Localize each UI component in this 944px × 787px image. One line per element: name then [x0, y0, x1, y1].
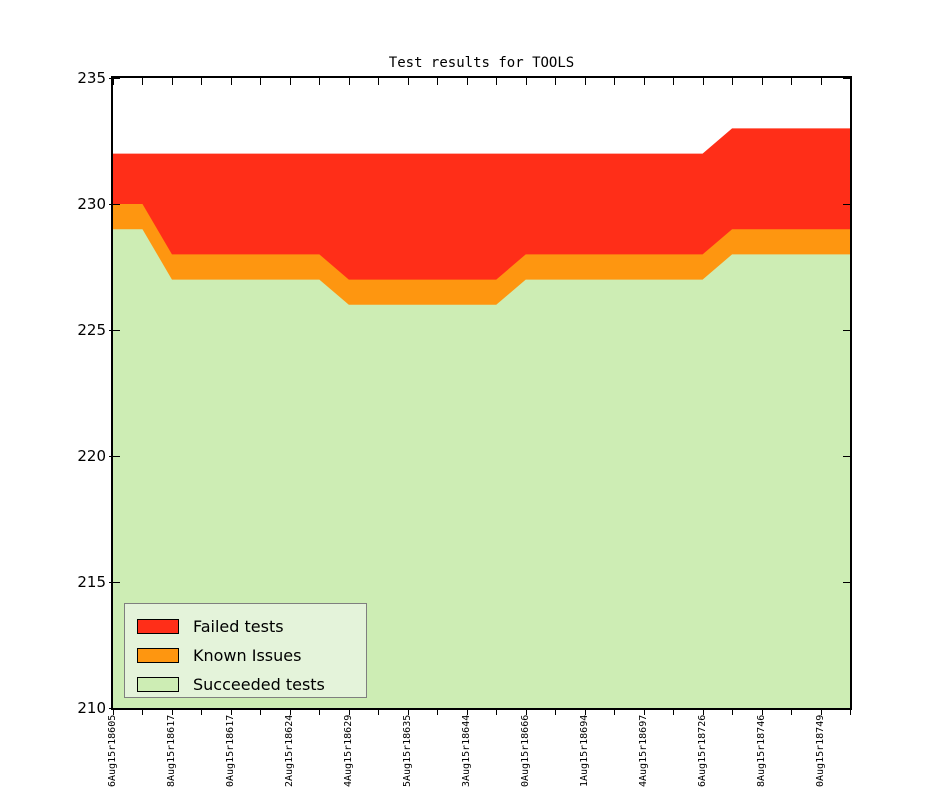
y-tick-label: 210 [77, 699, 106, 717]
x-tick-mark-top [437, 78, 438, 85]
y-tick-mark-right [843, 708, 850, 709]
x-tick-label: 6Aug15r18605 [107, 714, 118, 787]
succeeded-tests-area [113, 229, 850, 708]
x-tick-mark-top [614, 78, 615, 85]
legend-item-label: Succeeded tests [193, 674, 325, 694]
x-tick-mark-top [231, 78, 232, 85]
y-tick-mark-right [843, 78, 850, 79]
x-tick-label: 2Aug15r18624 [283, 714, 295, 787]
y-tick-mark-right [843, 204, 850, 205]
x-tick-mark-top [821, 78, 822, 85]
x-tick-mark-top [644, 78, 645, 85]
green-swatch-icon [137, 676, 179, 692]
x-tick-mark-top [850, 78, 851, 85]
x-tick-mark [201, 708, 202, 715]
legend-item: Known Issues [137, 642, 366, 668]
x-tick-mark [496, 708, 497, 715]
legend: Failed tests Known Issues Succeeded tests [124, 603, 367, 698]
y-tick-mark-right [843, 456, 850, 457]
x-tick-mark-top [467, 78, 468, 85]
x-tick-mark [467, 708, 468, 715]
y-tick-label: 215 [77, 573, 106, 591]
y-tick-label: 230 [77, 195, 106, 213]
x-tick-mark [644, 708, 645, 715]
x-tick-mark-top [172, 78, 173, 85]
x-tick-label: 8Aug15r18746 [755, 714, 767, 787]
x-tick-mark-top [732, 78, 733, 85]
x-tick-mark [260, 708, 261, 715]
y-tick-mark-right [843, 582, 850, 583]
y-tick-mark [109, 456, 120, 457]
y-tick-label: 225 [77, 321, 106, 339]
x-tick-mark-top [526, 78, 527, 85]
y-tick-mark [109, 330, 120, 331]
y-tick-mark [109, 204, 120, 205]
x-tick-label: 0Aug15r18617 [224, 714, 236, 787]
x-tick-label: 0Aug15r18749 [814, 714, 826, 787]
x-tick-mark-top [142, 78, 143, 85]
x-tick-mark [585, 708, 586, 715]
x-tick-mark [703, 708, 704, 715]
x-tick-mark [614, 708, 615, 715]
x-tick-label: 4Aug15r18629 [342, 714, 354, 787]
y-tick-mark [109, 78, 120, 79]
x-tick-mark-top [349, 78, 350, 85]
x-tick-mark [172, 708, 173, 715]
x-tick-mark-top [201, 78, 202, 85]
x-tick-mark [437, 708, 438, 715]
x-tick-label: 3Aug15r18644 [460, 714, 472, 787]
x-tick-label: 4Aug15r18697 [637, 714, 649, 787]
x-tick-mark [526, 708, 527, 715]
red-swatch-icon [137, 618, 179, 634]
chart-title: Test results for TOOLS [388, 55, 575, 71]
y-tick-mark [109, 708, 120, 709]
x-tick-mark-top [319, 78, 320, 85]
x-tick-label: 1Aug15r18694 [578, 714, 590, 787]
x-tick-label: 0Aug15r18666 [519, 714, 531, 787]
x-tick-mark [791, 708, 792, 715]
x-tick-mark [821, 708, 822, 715]
legend-item-label: Failed tests [193, 616, 284, 636]
x-tick-label: 6Aug15r18726 [696, 714, 708, 787]
y-tick-label: 220 [77, 447, 106, 465]
y-tick-mark [109, 582, 120, 583]
legend-item: Succeeded tests [137, 671, 366, 697]
x-tick-mark-top [113, 78, 114, 85]
x-tick-mark-top [791, 78, 792, 85]
x-tick-mark-top [555, 78, 556, 85]
x-tick-mark-top [408, 78, 409, 85]
y-tick-label: 235 [77, 69, 106, 87]
x-tick-mark [850, 708, 851, 715]
x-tick-mark [732, 708, 733, 715]
x-tick-mark-top [585, 78, 586, 85]
x-tick-mark [113, 708, 114, 715]
stacked-area-plot [113, 78, 850, 708]
x-tick-mark-top [260, 78, 261, 85]
x-tick-mark-top [703, 78, 704, 85]
legend-item-label: Known Issues [193, 645, 302, 665]
x-tick-mark-top [378, 78, 379, 85]
y-tick-mark-right [843, 330, 850, 331]
orange-swatch-icon [137, 647, 179, 663]
x-tick-mark [349, 708, 350, 715]
x-tick-label: 8Aug15r18617 [165, 714, 177, 787]
x-tick-label: 5Aug15r18635 [401, 714, 413, 787]
x-tick-mark [290, 708, 291, 715]
x-tick-mark [142, 708, 143, 715]
x-tick-mark [378, 708, 379, 715]
x-tick-mark-top [762, 78, 763, 85]
x-tick-mark [408, 708, 409, 715]
legend-item: Failed tests [137, 613, 366, 639]
x-tick-mark [673, 708, 674, 715]
x-tick-mark-top [290, 78, 291, 85]
x-tick-mark-top [496, 78, 497, 85]
x-tick-mark [319, 708, 320, 715]
x-tick-mark-top [673, 78, 674, 85]
x-tick-mark [762, 708, 763, 715]
x-tick-mark [555, 708, 556, 715]
x-tick-mark [231, 708, 232, 715]
